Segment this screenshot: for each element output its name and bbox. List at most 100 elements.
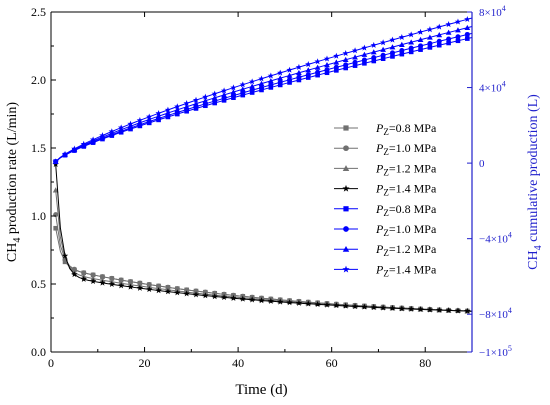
data-point: [127, 279, 134, 285]
data-point: [408, 305, 415, 312]
data-point: [71, 271, 78, 278]
data-point: [287, 80, 292, 85]
data-point: [398, 305, 406, 312]
data-point: [277, 79, 283, 85]
data-point: [305, 61, 312, 68]
data-point: [389, 304, 396, 311]
data-point: [314, 58, 321, 65]
data-point: [408, 31, 415, 38]
data-point: [267, 297, 275, 304]
data-point: [371, 55, 377, 61]
data-point: [221, 92, 227, 98]
y-left-tick-label: 1.5: [31, 141, 46, 155]
data-point: [436, 306, 443, 313]
data-point: [267, 78, 274, 84]
y-right-tick-label: 0: [479, 158, 485, 170]
legend-label: PZ=1.2 MPa: [375, 242, 437, 258]
data-point: [71, 145, 78, 152]
data-point: [380, 56, 386, 61]
data-point: [445, 21, 452, 28]
data-point: [164, 106, 172, 113]
data-point: [174, 289, 181, 296]
data-point: [436, 38, 442, 44]
data-point: [296, 77, 302, 83]
data-point: [333, 302, 340, 309]
data-point: [89, 136, 97, 143]
y-right-tick-label: −8×104: [479, 306, 512, 321]
data-point: [436, 23, 443, 30]
data-point: [192, 96, 200, 103]
data-point: [464, 15, 471, 22]
data-point: [305, 67, 312, 73]
data-point: [53, 225, 58, 231]
data-point: [324, 70, 330, 76]
data-point: [315, 72, 320, 78]
data-point: [277, 69, 284, 76]
data-point: [202, 97, 209, 104]
data-point: [446, 40, 451, 46]
data-point: [127, 123, 134, 129]
data-point: [81, 270, 87, 276]
legend-label: PZ=1.2 MPa: [375, 161, 437, 177]
data-point: [324, 67, 330, 73]
data-point: [220, 294, 228, 301]
data-point: [446, 36, 452, 42]
data-point: [118, 126, 125, 132]
data-point: [334, 68, 339, 73]
data-point: [80, 275, 87, 282]
data-point: [342, 49, 349, 57]
data-point: [136, 284, 144, 291]
data-point: [202, 93, 209, 100]
data-point: [455, 34, 461, 40]
data-point: [323, 301, 331, 308]
data-point: [90, 272, 96, 278]
legend-marker: [343, 226, 349, 232]
data-point: [164, 288, 172, 295]
data-point: [417, 36, 424, 43]
data-point: [230, 89, 237, 95]
data-point: [165, 110, 171, 116]
data-point: [117, 124, 125, 131]
data-point: [454, 18, 462, 25]
legend-marker: [342, 265, 350, 273]
data-point: [418, 47, 423, 52]
data-point: [193, 100, 199, 107]
data-point: [427, 34, 433, 40]
data-point: [146, 113, 153, 120]
data-point: [118, 277, 124, 283]
data-point: [408, 39, 415, 45]
data-point: [258, 297, 265, 304]
data-point: [295, 63, 303, 70]
legend-marker: [342, 184, 350, 192]
data-point: [174, 107, 181, 113]
data-point: [117, 282, 125, 289]
legend-marker: [342, 165, 350, 171]
legend-label: PZ=0.8 MPa: [375, 121, 437, 137]
data-point: [211, 90, 218, 97]
data-point: [146, 286, 153, 293]
legend-entry: PZ=0.8 MPa: [334, 121, 437, 137]
data-point: [99, 274, 105, 280]
data-point: [287, 77, 293, 83]
data-point: [351, 47, 359, 54]
data-point: [361, 303, 368, 310]
data-point: [286, 72, 293, 78]
data-point: [418, 43, 424, 49]
data-point: [417, 306, 424, 313]
data-point: [445, 307, 452, 314]
data-point: [361, 44, 368, 51]
data-point: [371, 58, 377, 64]
x-tick-label: 0: [48, 356, 54, 370]
data-point: [455, 38, 461, 44]
data-point: [183, 103, 190, 110]
data-point: [426, 26, 434, 33]
x-tick-label: 80: [419, 356, 431, 370]
data-point: [286, 299, 293, 306]
legend-label: PZ=0.8 MPa: [375, 202, 437, 218]
axes: 0 20 40 60 80 0.0 0.5 1.0 1.5 2.0 2.5 8×104 4×104 0 −4…: [5, 4, 544, 398]
data-point: [390, 54, 395, 59]
data-point: [277, 82, 283, 88]
data-point: [230, 84, 237, 91]
data-point: [362, 61, 367, 66]
